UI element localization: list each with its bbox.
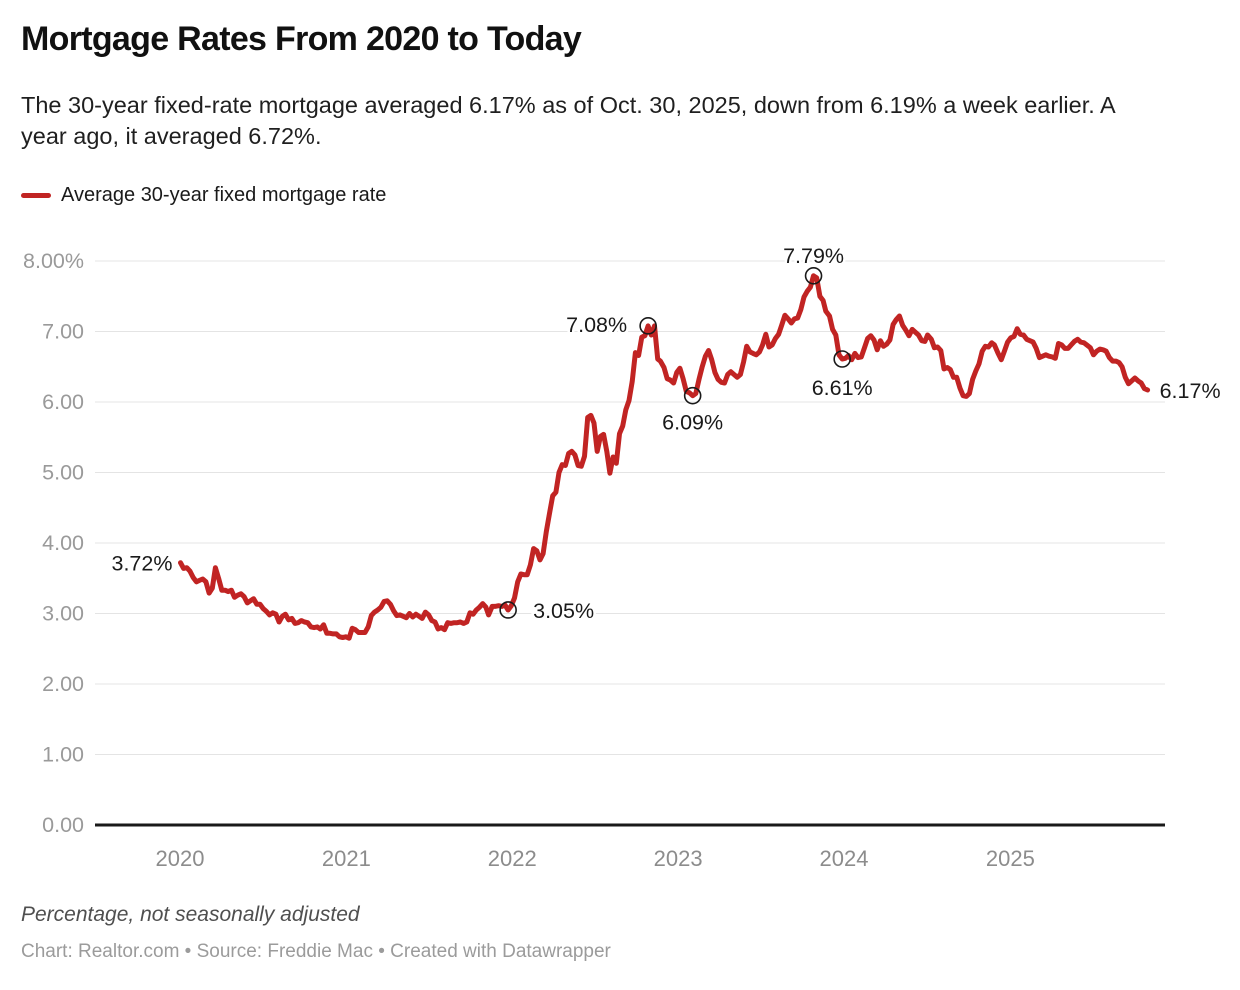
y-tick-label: 4.00	[42, 531, 84, 555]
y-tick-label: 5.00	[42, 461, 84, 485]
y-tick-label: 2.00	[42, 672, 84, 696]
x-tick-label: 2023	[654, 846, 703, 871]
annotation-marker	[499, 601, 517, 619]
x-tick-label: 2024	[820, 846, 869, 871]
x-tick-label: 2021	[322, 846, 371, 871]
chart-canvas: 8.00% 7.00 6.00 5.00 4.00 3.00 2.00 1.00 0.00 202…	[23, 241, 1223, 871]
rate-line	[178, 273, 1151, 641]
y-tick-label: 6.00	[42, 390, 84, 414]
chart-note: Percentage, not seasonally adjusted	[21, 903, 360, 926]
annotation-label: 6.17%	[1160, 379, 1221, 403]
chart-byline: Chart: Realtor.com • Source: Freddie Mac…	[21, 941, 611, 962]
legend-label: Average 30-year fixed mortgage rate	[61, 184, 387, 206]
x-tick-label: 2020	[156, 846, 205, 871]
y-tick-label: 8.00%	[23, 249, 84, 273]
annotation-label: 3.72%	[111, 552, 172, 576]
annotation-label: 3.05%	[533, 599, 594, 623]
legend: Average 30-year fixed mortgage rate	[21, 184, 386, 207]
annotation-marker	[683, 386, 702, 405]
annotation-label: 6.09%	[662, 411, 723, 435]
annotation-marker	[833, 350, 851, 368]
annotation-label: 6.61%	[812, 376, 873, 400]
y-tick-label: 7.00	[42, 320, 84, 344]
annotation-marker	[639, 317, 657, 335]
mortgage-rate-chart: 8.00% 7.00 6.00 5.00 4.00 3.00 2.00 1.00 0.00 202…	[0, 240, 1240, 890]
x-tick-label: 2022	[488, 846, 537, 871]
y-tick-label: 3.00	[42, 602, 84, 626]
annotation-label: 7.08%	[566, 313, 627, 337]
y-tick-label: 0.00	[42, 813, 84, 837]
chart-subtitle: The 30-year fixed-rate mortgage averaged…	[21, 92, 1115, 149]
annotation-marker	[804, 267, 823, 285]
page-title: Mortgage Rates From 2020 to Today	[21, 20, 582, 58]
y-tick-label: 1.00	[42, 743, 84, 767]
annotation-label: 7.79%	[783, 244, 844, 268]
x-tick-label: 2025	[986, 846, 1035, 871]
line-swatch-icon	[21, 193, 51, 198]
